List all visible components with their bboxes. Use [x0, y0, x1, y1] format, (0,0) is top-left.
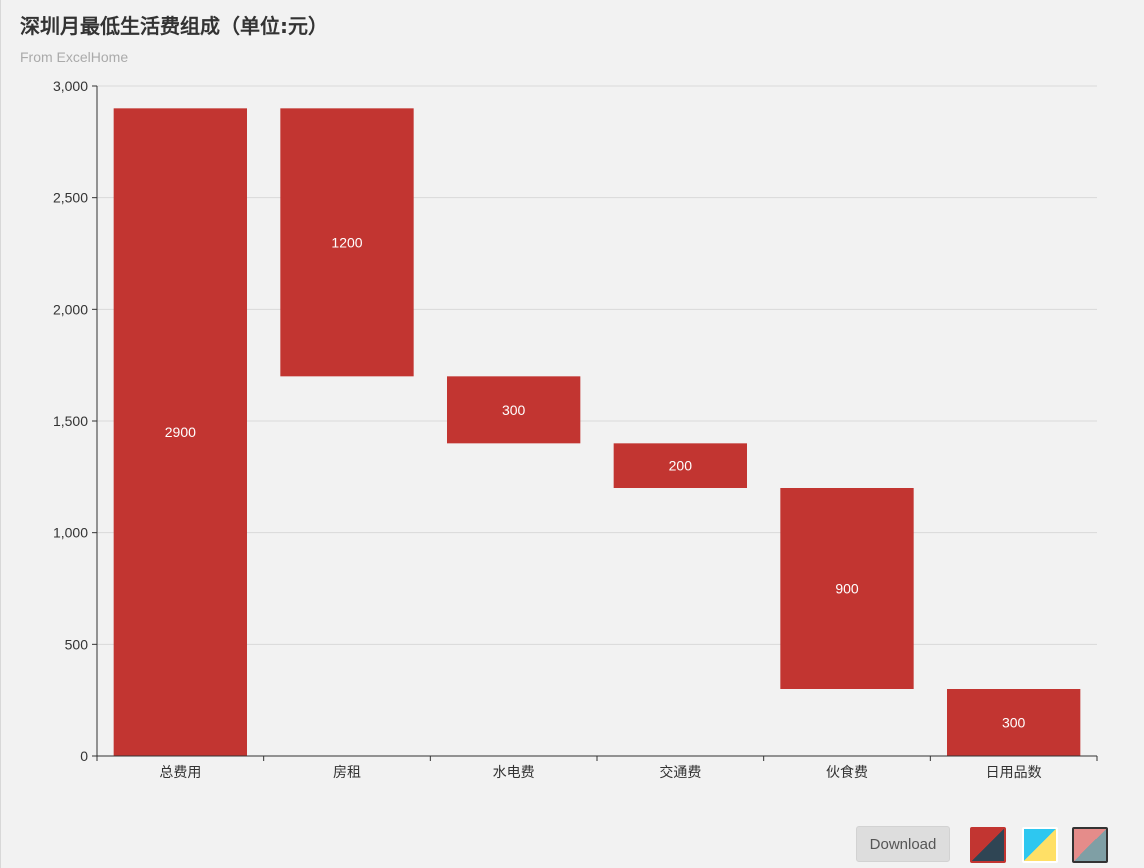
bar[interactable] — [280, 108, 414, 377]
bar-data-label: 300 — [502, 402, 526, 418]
bar[interactable] — [113, 108, 248, 757]
bar[interactable] — [780, 488, 914, 689]
chart-title: 深圳月最低生活费组成（单位:元） — [20, 14, 328, 38]
bar[interactable] — [947, 689, 1081, 756]
y-tick-label: 2,000 — [53, 301, 88, 317]
x-category-label: 房租 — [333, 765, 361, 781]
x-category-label: 水电费 — [493, 765, 535, 781]
theme-red-dark-icon[interactable] — [970, 827, 1006, 863]
bar-data-label: 1200 — [331, 234, 362, 250]
theme-blue-yellow-icon[interactable] — [1022, 827, 1058, 863]
x-category-label: 交通费 — [659, 764, 701, 781]
y-tick-label: 1,500 — [53, 413, 88, 429]
x-category-label: 日用品数 — [986, 765, 1042, 781]
y-tick-label: 2,500 — [53, 190, 88, 206]
y-tick-label: 1,000 — [53, 525, 88, 541]
bar-data-label: 900 — [835, 581, 859, 597]
bar-data-label: 2900 — [165, 424, 196, 440]
theme-pink-teal-icon[interactable] — [1072, 827, 1108, 863]
bar-data-label: 300 — [1002, 715, 1026, 731]
chart-subtitle: From ExcelHome — [20, 49, 129, 65]
y-tick-label: 500 — [65, 636, 89, 652]
bar[interactable] — [613, 443, 747, 488]
x-category-label: 总费用 — [159, 765, 201, 781]
bar[interactable] — [447, 376, 581, 444]
download-button[interactable]: Download — [856, 826, 950, 862]
x-category-label: 伙食费 — [826, 764, 868, 781]
y-tick-label: 0 — [80, 748, 88, 764]
y-tick-label: 3,000 — [53, 78, 88, 94]
waterfall-chart: 0 500 1,000 1,500 2,000 2,500 3,000 2900 1200 300… — [53, 78, 1098, 781]
bar-data-label: 200 — [669, 458, 693, 474]
